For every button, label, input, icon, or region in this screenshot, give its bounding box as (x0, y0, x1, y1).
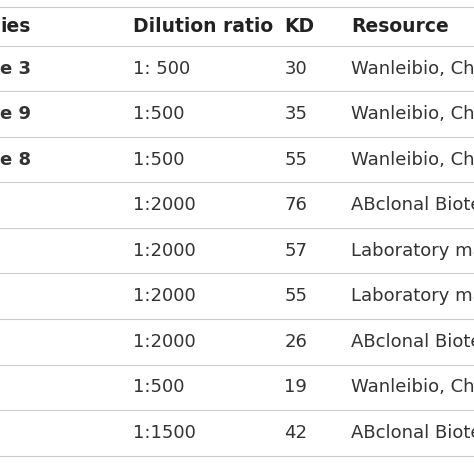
Text: ABclonal Biotech: ABclonal Biotech (351, 424, 474, 442)
Text: Laboratory mad: Laboratory mad (351, 287, 474, 305)
Text: 76: 76 (284, 196, 307, 214)
Text: 57: 57 (284, 242, 308, 260)
FancyBboxPatch shape (0, 365, 474, 410)
Text: 1:500: 1:500 (133, 105, 184, 123)
FancyBboxPatch shape (0, 137, 474, 182)
Text: 1:2000: 1:2000 (133, 196, 195, 214)
FancyBboxPatch shape (0, 319, 474, 365)
Text: 1:2000: 1:2000 (133, 287, 195, 305)
Text: 30: 30 (284, 60, 307, 78)
Text: Wanleibio, China: Wanleibio, China (351, 60, 474, 78)
Text: 19: 19 (284, 378, 307, 396)
Text: 1:2000: 1:2000 (133, 242, 195, 260)
Text: KD: KD (284, 17, 315, 36)
Text: 26: 26 (284, 333, 307, 351)
Text: Wanleibio, China: Wanleibio, China (351, 151, 474, 169)
FancyBboxPatch shape (0, 46, 474, 91)
Text: ABclonal Biotech: ABclonal Biotech (351, 333, 474, 351)
FancyBboxPatch shape (0, 182, 474, 228)
Text: Laboratory mad: Laboratory mad (351, 242, 474, 260)
FancyBboxPatch shape (0, 273, 474, 319)
Text: 35: 35 (284, 105, 308, 123)
FancyBboxPatch shape (0, 410, 474, 456)
Text: 1:2000: 1:2000 (133, 333, 195, 351)
Text: Wanleibio, China: Wanleibio, China (351, 378, 474, 396)
Text: Dilution ratio: Dilution ratio (133, 17, 273, 36)
Text: 55: 55 (284, 151, 308, 169)
Text: e 9: e 9 (0, 105, 31, 123)
Text: e 8: e 8 (0, 151, 31, 169)
Text: ABclonal Biotech: ABclonal Biotech (351, 196, 474, 214)
Text: 1:1500: 1:1500 (133, 424, 196, 442)
Text: e 3: e 3 (0, 60, 31, 78)
Text: 55: 55 (284, 287, 308, 305)
Text: 1:500: 1:500 (133, 151, 184, 169)
Text: Resource: Resource (351, 17, 448, 36)
FancyBboxPatch shape (0, 228, 474, 273)
Text: 1:500: 1:500 (133, 378, 184, 396)
Text: Wanleibio, China: Wanleibio, China (351, 105, 474, 123)
Text: 1: 500: 1: 500 (133, 60, 190, 78)
Text: 42: 42 (284, 424, 308, 442)
FancyBboxPatch shape (0, 91, 474, 137)
Text: ies: ies (0, 17, 30, 36)
